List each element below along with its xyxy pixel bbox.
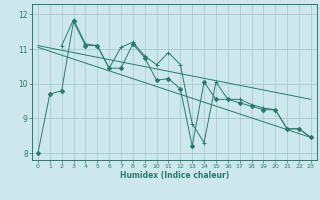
X-axis label: Humidex (Indice chaleur): Humidex (Indice chaleur) [120, 171, 229, 180]
